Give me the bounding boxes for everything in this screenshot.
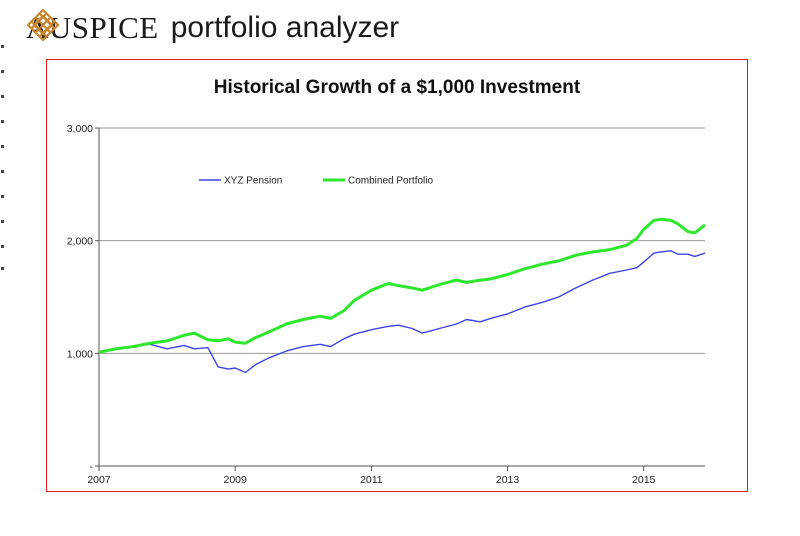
chart-title: Historical Growth of a $1,000 Investment — [214, 77, 581, 98]
chart-frame: Historical Growth of a $1,000 Investment… — [46, 59, 748, 492]
x-tick-label: 2015 — [632, 474, 656, 486]
x-tick-label: 2007 — [87, 474, 111, 486]
y-tick-label: 1,000 — [67, 348, 93, 360]
growth-chart: Historical Growth of a $1,000 Investment… — [67, 77, 706, 486]
x-tick-label: 2013 — [496, 474, 520, 486]
series-line-combined-portfolio — [98, 217, 706, 354]
legend-label-1: Combined Portfolio — [348, 176, 433, 187]
app-header: AUSPICE portfolio analyzer — [26, 8, 399, 48]
x-tick-label: 2011 — [360, 474, 383, 486]
app-subtitle: portfolio analyzer — [170, 11, 400, 44]
y-tick-label: 2,000 — [67, 236, 93, 248]
series-line-xyz-pension — [98, 250, 706, 374]
legend-label-0: XYZ Pension — [224, 176, 282, 187]
y-tick-label: - — [90, 461, 94, 473]
y-tick-label: 3,000 — [67, 123, 93, 135]
knot-emblem-icon — [26, 8, 60, 42]
x-tick-label: 2009 — [224, 474, 248, 486]
slide-margin-marks — [0, 45, 6, 275]
